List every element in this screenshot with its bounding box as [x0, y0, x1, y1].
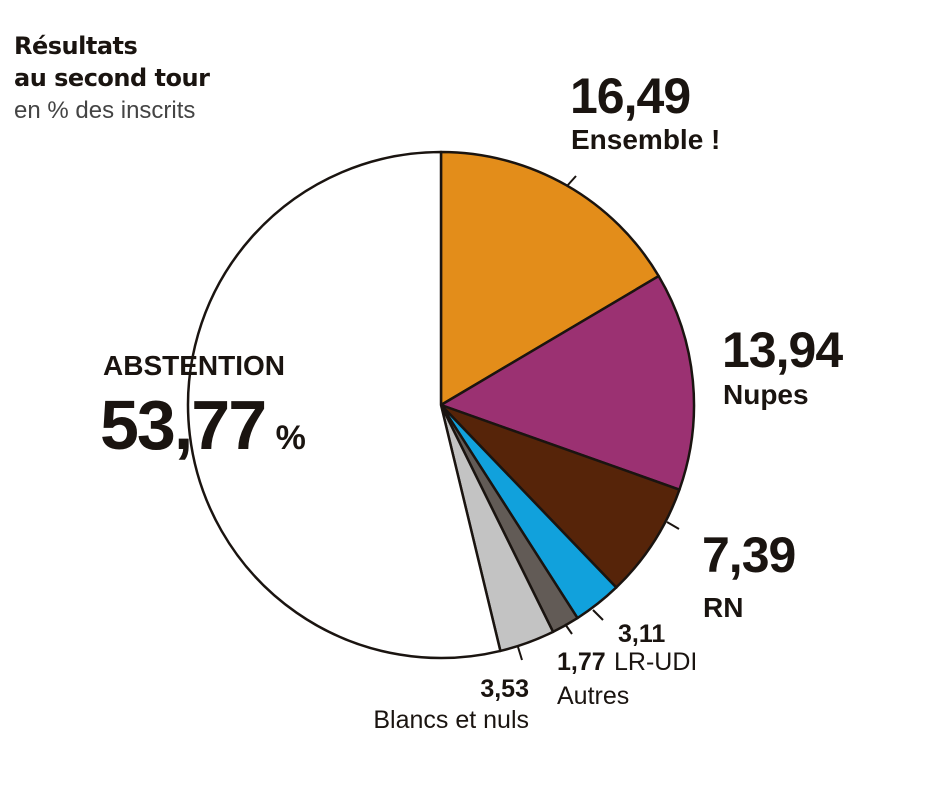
name-label-nupes: Nupes [723, 379, 809, 410]
value-label-rn: 7,39 [702, 527, 795, 583]
name-label-ensemble: Ensemble ! [571, 124, 720, 155]
chart-subtitle: en % des inscrits [14, 97, 196, 124]
leader-line-autres [564, 623, 573, 635]
pie-slices [186, 150, 696, 660]
chart-title-line1: Résultats [14, 32, 138, 60]
pie-slice-ensemble [439, 150, 660, 407]
value-label-abstention: 53,77 % [100, 386, 306, 464]
name-label-abstention: ABSTENTION [103, 350, 285, 381]
leader-lines [517, 175, 680, 661]
leader-line-lrudi [592, 609, 604, 621]
value-label-ensemble: 16,49 [570, 68, 690, 124]
name-label-lrudi: LR-UDI [614, 648, 697, 676]
name-label-blancs: Blancs et nuls [373, 706, 529, 734]
value-label-lrudi: 3,11 [618, 620, 665, 648]
pie-slice-rn [439, 403, 681, 589]
value-unit-abstention: % [276, 419, 306, 457]
leader-line-rn [666, 521, 680, 530]
value-label-nupes: 13,94 [722, 322, 843, 378]
name-label-rn: RN [703, 592, 743, 623]
value-label-blancs: 3,53 [480, 675, 529, 703]
name-label-autres: Autres [557, 682, 629, 710]
leader-line-ensemble [566, 175, 577, 187]
leader-line-blancs [517, 646, 523, 661]
pie-slice-abstention [186, 150, 502, 660]
value-number-abstention: 53,77 [100, 386, 265, 464]
chart-header: Résultats au second tour en % des inscri… [14, 30, 210, 128]
pie-slice-nupes [439, 274, 696, 491]
value-label-autres: 1,77 [557, 648, 606, 676]
chart-title-line2: au second tour [14, 64, 210, 92]
